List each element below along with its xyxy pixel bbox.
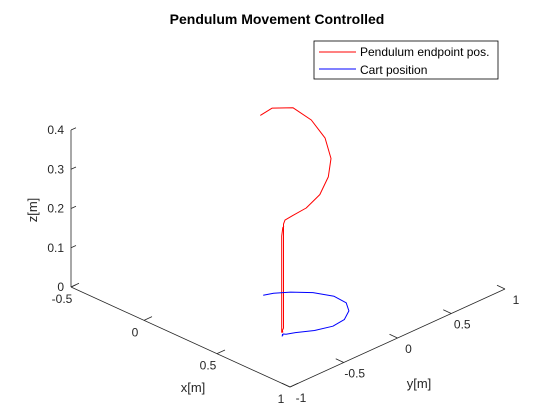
x-tick-mark xyxy=(143,316,153,321)
x-tick-label: 0.5 xyxy=(200,359,217,373)
y-tick-label: 0.5 xyxy=(454,318,471,332)
y-tick-label: 0 xyxy=(405,342,412,356)
z-tick-mark xyxy=(70,166,77,170)
y-tick-mark xyxy=(335,358,344,363)
legend: Pendulum endpoint pos. Cart position xyxy=(313,40,499,80)
y-tick-label: -1 xyxy=(296,391,307,405)
y-tick-mark xyxy=(443,309,452,314)
y-tick-mark xyxy=(281,382,291,388)
z-tick-label: 0.2 xyxy=(47,202,64,216)
z-tick-mark xyxy=(70,205,77,209)
y-tick-mark xyxy=(389,333,398,339)
x-tick-mark xyxy=(216,349,226,355)
series-line-cart-position xyxy=(263,291,350,337)
x-tick-label: 1 xyxy=(278,392,285,406)
legend-label-pendulum-endpoint: Pendulum endpoint pos. xyxy=(360,45,489,59)
y-tick-mark xyxy=(496,284,506,290)
chart-title: Pendulum Movement Controlled xyxy=(170,11,385,27)
z-tick-label: 0 xyxy=(57,280,64,294)
x-tick-mark xyxy=(289,382,299,388)
y-tick-label: 1 xyxy=(513,293,520,307)
data-series xyxy=(260,107,350,337)
legend-label-cart-position: Cart position xyxy=(360,63,427,77)
z-tick-label: 0.3 xyxy=(47,162,64,176)
z-tick-label: 0.1 xyxy=(47,241,64,255)
z-tick-mark xyxy=(70,127,77,131)
y-axis-label: y[m] xyxy=(407,376,432,391)
legend-box xyxy=(313,40,499,80)
z-tick-mark xyxy=(70,284,77,288)
x-tick-label: -0.5 xyxy=(52,292,73,306)
y-tick-label: -0.5 xyxy=(344,367,365,381)
x-tick-label: 0 xyxy=(132,325,139,339)
series-line-pendulum-endpoint xyxy=(260,107,332,333)
x-axis-line xyxy=(70,286,291,388)
z-tick-mark xyxy=(70,245,77,249)
z-tick-label: 0.4 xyxy=(47,123,64,137)
x-axis-label: x[m] xyxy=(181,380,206,395)
z-axis-label: z[m] xyxy=(25,198,40,223)
